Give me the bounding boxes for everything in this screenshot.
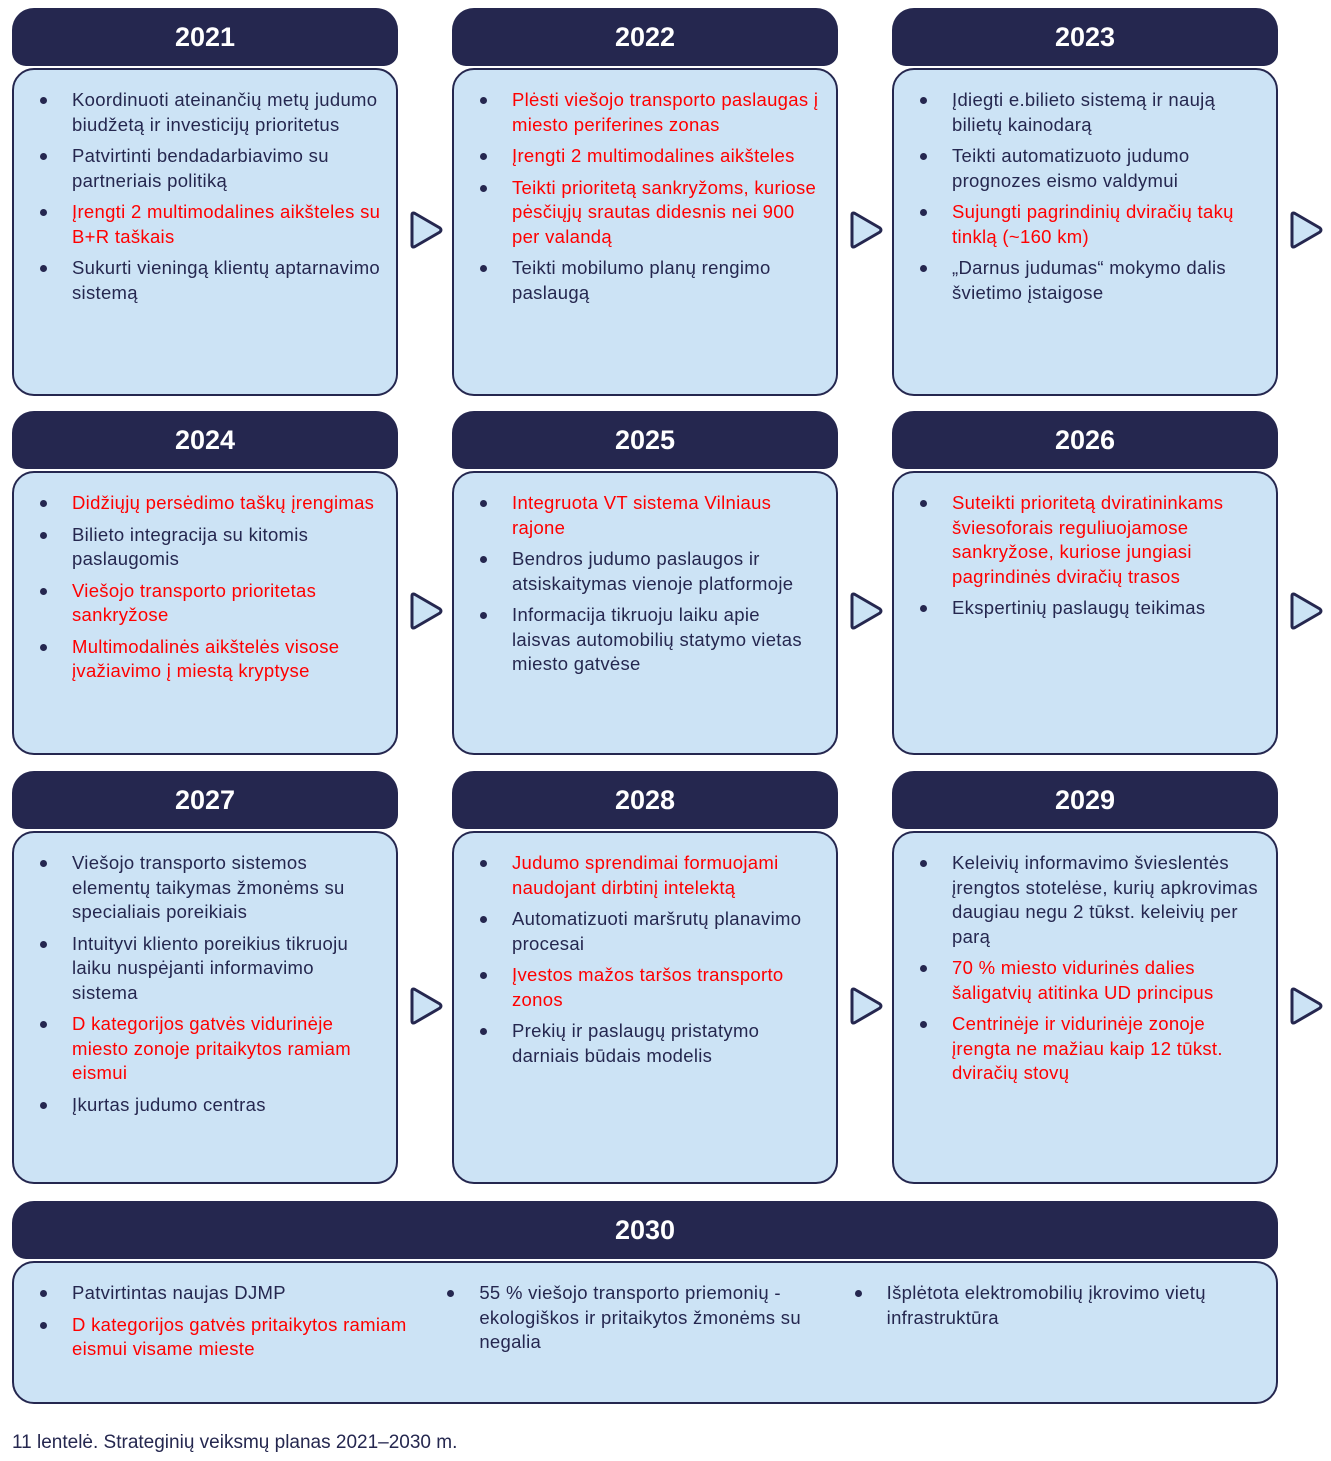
list-item: Įdiegti e.bilieto sistemą ir naują bilie… <box>920 88 1262 137</box>
year-card: Viešojo transporto sistemos elementų tai… <box>12 831 398 1184</box>
list-item: „Darnus judumas“ mokymo dalis švietimo į… <box>920 256 1262 305</box>
year-card: Koordinuoti ateinančių metų judumo biudž… <box>12 68 398 396</box>
year-card: Integruota VT sistema Vilniaus rajone Ben… <box>452 471 838 755</box>
list-item: Prekių ir paslaugų pristatymo darniais b… <box>480 1019 822 1068</box>
bullet-list: Įdiegti e.bilieto sistemą ir naują bilie… <box>920 88 1262 305</box>
bullet-list: 55 % viešojo transporto priemonių - ekol… <box>447 1281 854 1392</box>
list-item: Įrengti 2 multimodalines aikšteles <box>480 144 822 169</box>
list-item: Automatizuoti maršrutų planavimo procesa… <box>480 907 822 956</box>
list-item: Suteikti prioritetą dviratininkams švies… <box>920 491 1262 589</box>
arrow-right-icon <box>1290 987 1323 1024</box>
list-item: Viešojo transporto prioritetas sankryžos… <box>40 579 382 628</box>
list-item: Didžiųjų persėdimo taškų įrengimas <box>40 491 382 516</box>
list-item: Įkurtas judumo centras <box>40 1093 382 1118</box>
year-header: 2029 <box>892 771 1278 829</box>
bullet-list: Suteikti prioritetą dviratininkams švies… <box>920 491 1262 621</box>
year-header: 2021 <box>12 8 398 66</box>
year-header: 2028 <box>452 771 838 829</box>
list-item: Sukurti vieningą klientų aptarnavimo sis… <box>40 256 382 305</box>
list-item: Bilieto integracija su kitomis paslaugom… <box>40 523 382 572</box>
bullet-list: Koordinuoti ateinančių metų judumo biudž… <box>40 88 382 305</box>
list-item: Keleivių informavimo švieslentės įrengto… <box>920 851 1262 949</box>
year-card: Judumo sprendimai formuojami naudojant d… <box>452 831 838 1184</box>
list-item: Įvestos mažos taršos transporto zonos <box>480 963 822 1012</box>
year-header: 2027 <box>12 771 398 829</box>
year-header: 2023 <box>892 8 1278 66</box>
list-item: Plėsti viešojo transporto paslaugas į mi… <box>480 88 822 137</box>
year-header: 2030 <box>12 1201 1278 1259</box>
list-item: Sujungti pagrindinių dviračių takų tinkl… <box>920 200 1262 249</box>
arrow-right-icon <box>1290 592 1323 630</box>
list-item: Teikti mobilumo planų rengimo paslaugą <box>480 256 822 305</box>
year-card: Suteikti prioritetą dviratininkams švies… <box>892 471 1278 755</box>
list-item: D kategorijos gatvės vidurinėje miesto z… <box>40 1012 382 1086</box>
list-item: Išplėtota elektromobilių įkrovimo vietų … <box>854 1281 1242 1330</box>
list-item: Informacija tikruoju laiku apie laisvas … <box>480 603 822 677</box>
list-item: Įrengti 2 multimodalines aikšteles su B+… <box>40 200 382 249</box>
list-item: Centrinėje ir vidurinėje zonoje įrengta … <box>920 1012 1262 1086</box>
bullet-list: Keleivių informavimo švieslentės įrengto… <box>920 851 1262 1086</box>
bullet-list: Didžiųjų persėdimo taškų įrengimas Biliet… <box>40 491 382 684</box>
caption: 11 lentelė. Strateginių veiksmų planas 2… <box>12 1432 458 1453</box>
list-item: 70 % miesto vidurinės dalies šaligatvių … <box>920 956 1262 1005</box>
list-item: Intuityvi kliento poreikius tikruoju lai… <box>40 932 382 1006</box>
arrow-right-icon <box>850 211 883 249</box>
arrow-right-icon <box>1290 211 1323 249</box>
list-item: Judumo sprendimai formuojami naudojant d… <box>480 851 822 900</box>
year-header: 2024 <box>12 411 398 469</box>
bullet-list: Judumo sprendimai formuojami naudojant d… <box>480 851 822 1068</box>
year-header: 2025 <box>452 411 838 469</box>
bullet-list: Integruota VT sistema Vilniaus rajone Ben… <box>480 491 822 677</box>
list-item: Multimodalinės aikštelės visose įvažiavi… <box>40 635 382 684</box>
arrow-right-icon <box>410 987 443 1024</box>
year-card: Keleivių informavimo švieslentės įrengto… <box>892 831 1278 1184</box>
arrow-right-icon <box>850 987 883 1024</box>
arrow-right-icon <box>410 592 443 630</box>
list-item: D kategorijos gatvės pritaikytos ramiam … <box>40 1313 427 1362</box>
list-item: Ekspertinių paslaugų teikimas <box>920 596 1262 621</box>
list-item: Integruota VT sistema Vilniaus rajone <box>480 491 822 540</box>
list-item: Teikti prioritetą sankryžoms, kuriose pė… <box>480 176 822 250</box>
bullet-list: Išplėtota elektromobilių įkrovimo vietų … <box>854 1281 1262 1392</box>
arrow-right-icon <box>850 592 883 630</box>
list-item: Patvirtinti bendadarbiavimo su partneria… <box>40 144 382 193</box>
list-item: Patvirtintas naujas DJMP <box>40 1281 427 1306</box>
year-header: 2026 <box>892 411 1278 469</box>
year-card: Plėsti viešojo transporto paslaugas į mi… <box>452 68 838 396</box>
arrow-right-icon <box>410 211 443 249</box>
year-header: 2022 <box>452 8 838 66</box>
year-card: Patvirtintas naujas DJMP D kategorijos ga… <box>12 1261 1278 1404</box>
list-item: Bendros judumo paslaugos ir atsiskaityma… <box>480 547 822 596</box>
list-item: Koordinuoti ateinančių metų judumo biudž… <box>40 88 382 137</box>
bullet-list: Viešojo transporto sistemos elementų tai… <box>40 851 382 1117</box>
year-card: Įdiegti e.bilieto sistemą ir naują bilie… <box>892 68 1278 396</box>
year-card: Didžiųjų persėdimo taškų įrengimas Biliet… <box>12 471 398 755</box>
bullet-list: Patvirtintas naujas DJMP D kategorijos ga… <box>40 1281 447 1392</box>
list-item: 55 % viešojo transporto priemonių - ekol… <box>447 1281 834 1355</box>
list-item: Viešojo transporto sistemos elementų tai… <box>40 851 382 925</box>
bullet-list: Plėsti viešojo transporto paslaugas į mi… <box>480 88 822 305</box>
list-item: Teikti automatizuoto judumo prognozes ei… <box>920 144 1262 193</box>
